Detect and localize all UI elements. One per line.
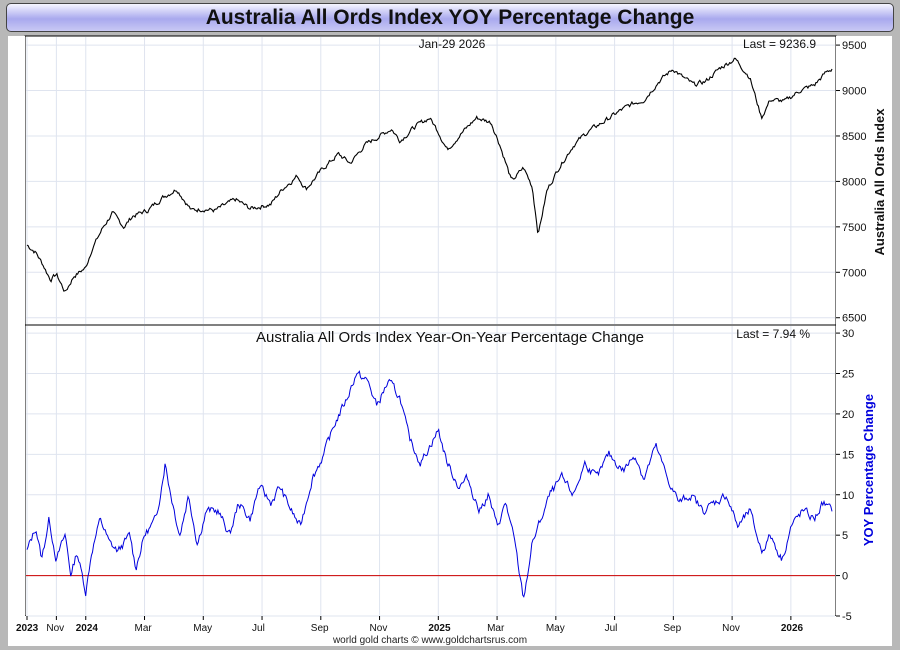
price-ytick-label: 6500 xyxy=(842,313,866,325)
yoy-ytick-label: 20 xyxy=(842,409,854,421)
price-axis-title: Australia All Ords Index xyxy=(872,108,887,256)
x-year-label: 2024 xyxy=(76,623,99,634)
price-ytick-label: 7000 xyxy=(842,267,866,279)
left-margin-area xyxy=(8,36,25,616)
yoy-ytick-label: 30 xyxy=(842,328,854,340)
price-panel xyxy=(24,35,837,326)
yoy-ytick-label: 0 xyxy=(842,571,848,583)
price-series-line xyxy=(26,57,833,292)
footer-credit: world gold charts © www.goldchartsrus.co… xyxy=(332,635,527,646)
x-month-label: Nov xyxy=(370,623,388,634)
price-ytick-label: 8500 xyxy=(842,131,866,143)
series-layer xyxy=(26,57,835,598)
x-month-label: Jul xyxy=(605,623,618,634)
yoy-ytick-label: 5 xyxy=(842,530,848,542)
yoy-axis-title: YOY Percentage Change xyxy=(861,394,876,546)
yoy-ytick-label: 15 xyxy=(842,449,854,461)
price-date-label: Jan-29 2026 xyxy=(419,37,486,51)
price-ytick-label: 9500 xyxy=(842,40,866,52)
x-year-label: 2026 xyxy=(781,623,804,634)
price-ytick-label: 9000 xyxy=(842,86,866,98)
x-year-label: 2023 xyxy=(16,623,39,634)
chart-title: Australia All Ords Index YOY Percentage … xyxy=(205,5,695,29)
price-ytick-label: 8000 xyxy=(842,176,866,188)
yoy-ytick-label: -5 xyxy=(842,611,852,623)
bottom-axis-area xyxy=(8,616,892,646)
title-bar: Australia All Ords Index YOY Percentage … xyxy=(6,3,894,32)
price-last-label: Last = 9236.9 xyxy=(743,37,816,51)
x-month-label: Sep xyxy=(663,623,681,634)
x-month-label: Jul xyxy=(252,623,265,634)
x-month-label: Nov xyxy=(46,623,64,634)
price-ytick-label: 7500 xyxy=(842,222,866,234)
x-month-label: May xyxy=(193,623,212,634)
x-month-label: Nov xyxy=(722,623,740,634)
x-month-label: Mar xyxy=(135,623,153,634)
x-year-label: 2025 xyxy=(428,623,451,634)
x-month-label: May xyxy=(546,623,565,634)
right-axis-area xyxy=(836,36,892,616)
yoy-series-line xyxy=(26,370,833,598)
axis-layer: 6500700075008000850090009500-50510152025… xyxy=(16,40,866,634)
yoy-ytick-label: 25 xyxy=(842,369,854,381)
x-month-label: Sep xyxy=(311,623,329,634)
yoy-ytick-label: 10 xyxy=(842,490,854,502)
yoy-panel xyxy=(24,324,837,617)
yoy-panel-title: Australia All Ords Index Year-On-Year Pe… xyxy=(256,329,644,346)
x-month-label: Mar xyxy=(487,623,505,634)
yoy-last-label: Last = 7.94 % xyxy=(736,327,810,341)
